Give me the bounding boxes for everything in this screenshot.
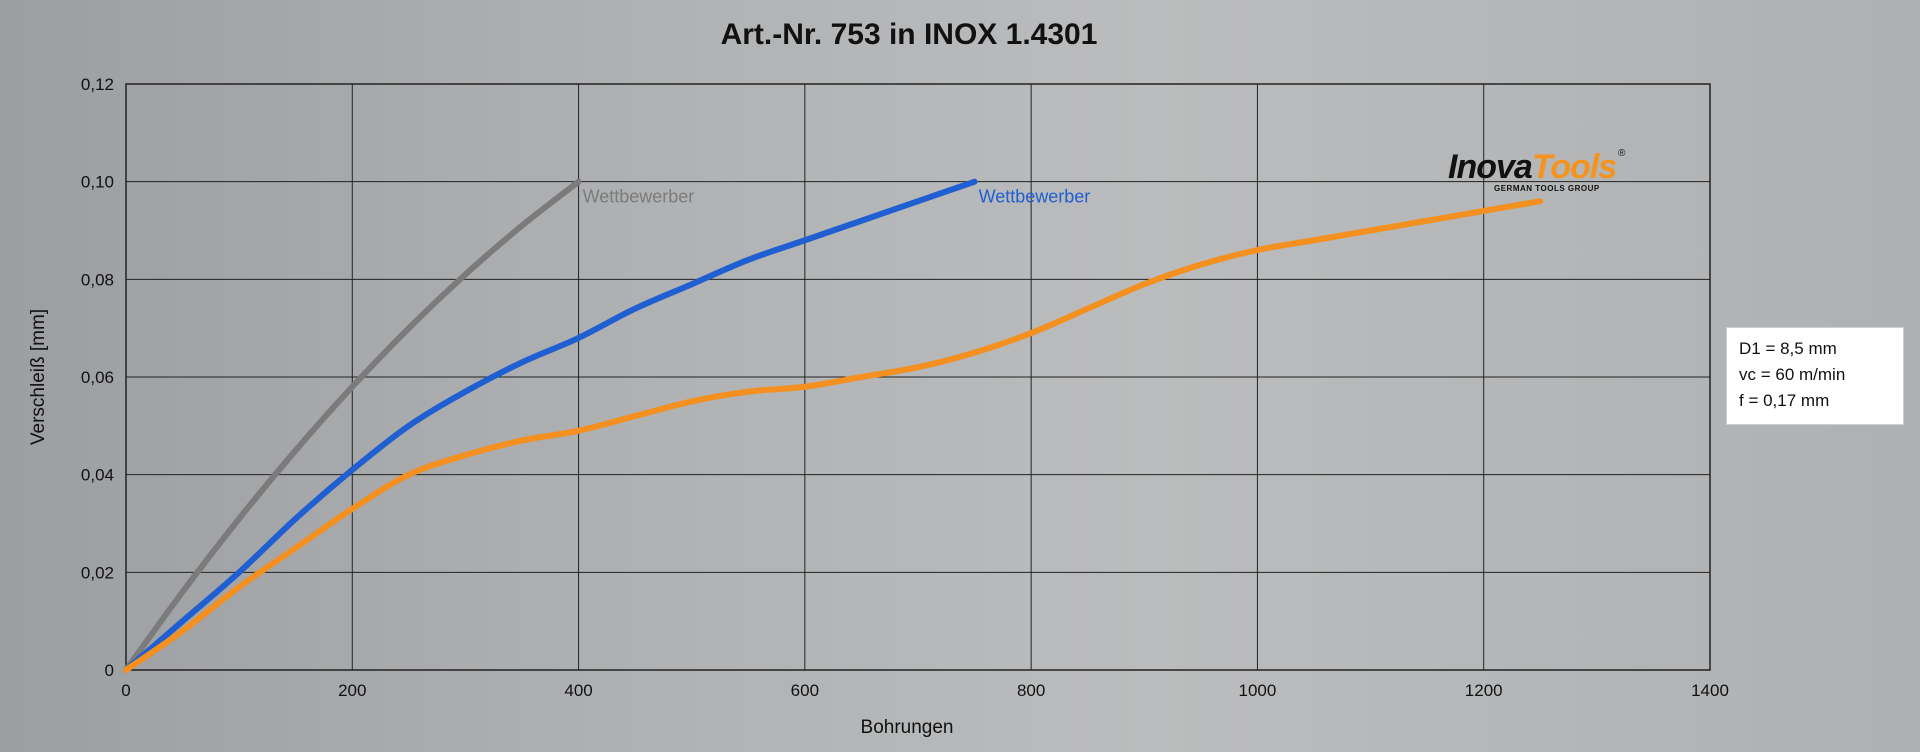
y-tick-label: 0,02 [81,563,114,582]
x-tick-labels: 0 200 400 600 800 1000 1200 1400 [121,681,1729,700]
y-tick-label: 0,08 [81,270,114,289]
y-tick-label: 0,06 [81,368,114,387]
y-axis-label: Verschleiß [mm] [28,309,49,445]
parameter-d1: D1 = 8,5 mm [1739,339,1837,358]
x-tick-label: 600 [791,681,819,700]
logo-tagline: GERMAN TOOLS GROUP [1494,184,1600,193]
logo-registered-mark: ® [1618,148,1626,159]
x-tick-label: 1000 [1239,681,1277,700]
series-line-competitor-blue [123,178,978,673]
x-axis-label: Bohrungen [861,717,954,738]
logo-text-inova: Inova [1448,148,1533,186]
y-tick-label: 0,10 [81,173,114,192]
x-tick-label: 200 [338,681,366,700]
y-tick-label: 0,04 [81,466,114,485]
x-tick-label: 1400 [1691,681,1729,700]
x-tick-label: 800 [1017,681,1045,700]
inovatools-logo: InovaTools ® GERMAN TOOLS GROUP [1448,148,1630,196]
grid-lines [126,84,1710,670]
series-annotation: Wettbewerber [979,187,1091,207]
series-annotations: Wettbewerber Wettbewerber [583,187,1091,207]
x-tick-label: 0 [121,681,130,700]
chart-title: Art.-Nr. 753 in INOX 1.4301 [721,18,1098,51]
parameter-vc: vc = 60 m/min [1739,365,1846,384]
x-tick-label: 1200 [1465,681,1503,700]
y-tick-labels: 0 0,02 0,04 0,06 0,08 0,10 0,12 [81,75,114,680]
series-annotation: Wettbewerber [583,187,695,207]
series-line-inovatools [123,198,1544,673]
logo-text-tools: Tools [1531,148,1617,186]
y-tick-label: 0 [105,661,114,680]
y-tick-label: 0,12 [81,75,114,94]
parameter-f: f = 0,17 mm [1739,391,1830,410]
series-lines [123,178,1544,673]
x-tick-label: 400 [564,681,592,700]
series-line-competitor-gray [123,178,582,673]
parameter-box: D1 = 8,5 mm vc = 60 m/min f = 0,17 mm [1726,327,1904,425]
